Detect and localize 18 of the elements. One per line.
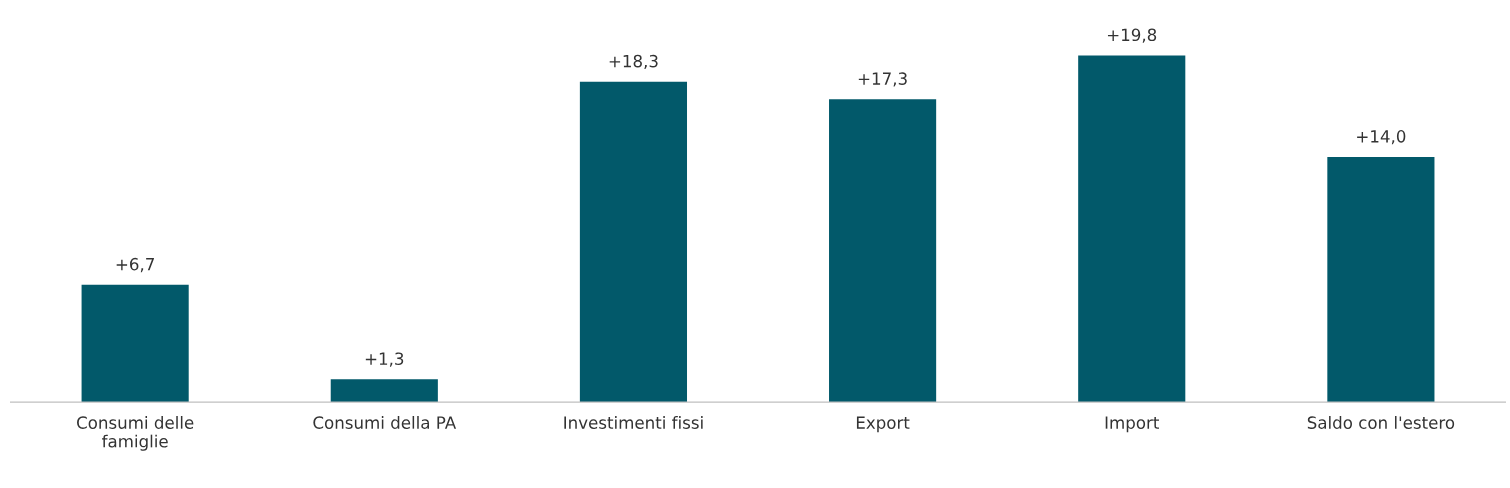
bar — [81, 284, 189, 403]
bar — [579, 81, 688, 403]
bar — [1327, 157, 1435, 403]
bar — [829, 99, 937, 403]
x-tick-label: Investimenti fissi — [564, 416, 703, 429]
data-label: +18,3 — [609, 54, 658, 70]
data-label: +1,3 — [365, 352, 404, 367]
x-tick-label: Import — [1105, 416, 1159, 433]
bar — [1078, 55, 1186, 403]
bar — [330, 379, 438, 403]
data-label: +6,7 — [116, 257, 154, 273]
x-tick-label: Saldo con l'estero — [1307, 416, 1455, 429]
data-label: +17,3 — [858, 72, 907, 87]
data-label: +19,8 — [1107, 28, 1157, 43]
data-label: +14,0 — [1357, 130, 1406, 145]
x-tick-label: Consumi delle famiglie — [77, 416, 194, 451]
x-tick-label: Consumi della PA — [313, 416, 457, 429]
x-tick-label: Export — [856, 416, 910, 433]
